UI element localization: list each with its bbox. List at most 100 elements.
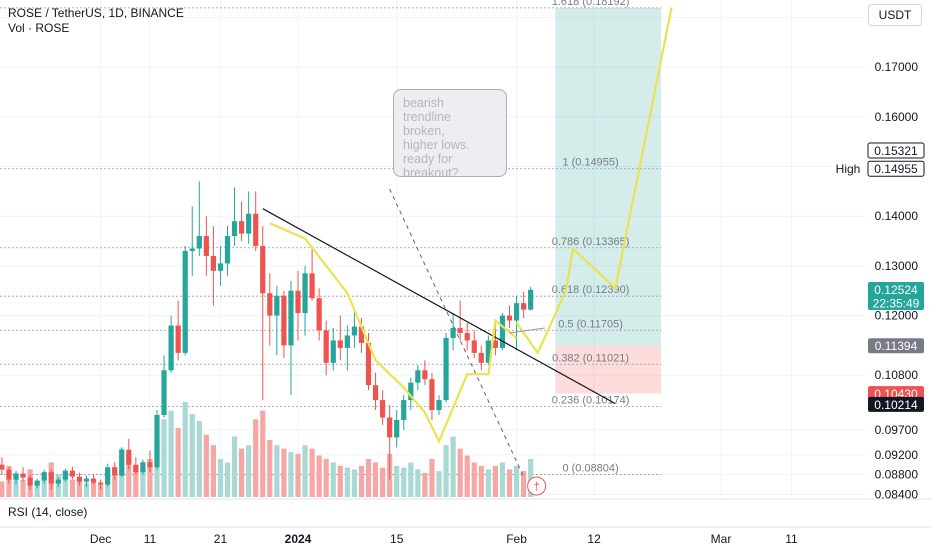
candle-body [20,473,26,478]
candle-body [69,470,75,477]
volume-bar [140,467,146,497]
volume-bar [351,469,357,497]
volume-bar [196,421,202,497]
candle-body [231,221,238,237]
candle-body [239,221,245,234]
volume-bar [168,410,174,497]
fib-level-label: 1.618 (0.18192) [552,0,630,8]
time-axis-tick-label: 11 [785,532,798,546]
candle-body [506,315,513,321]
candle-body [401,400,407,420]
candle-body [450,328,456,338]
volume-bar [316,455,322,497]
price-badge [867,160,925,177]
fib-level-label: 0.5 (0.11705) [558,318,623,330]
candle-body [210,255,216,271]
price-axis-tick-label: 0.14000 [875,209,919,223]
price-axis-tick-label: 0.09700 [875,423,919,437]
volume-bar [288,452,294,497]
volume-bar [34,481,40,497]
volume-bar [506,469,513,497]
symbol-title: ROSE / TetherUS, 1D, BINANCE [8,6,184,20]
candle-body [189,248,195,251]
fib-level-label: 0 (0.08804) [562,462,618,474]
rsi-indicator-label[interactable]: RSI (14, close) [8,505,88,519]
volume-bar [90,479,97,497]
candle-body [365,342,372,386]
candle-body [295,290,301,314]
candle-body [316,298,322,331]
volume-bar [429,459,435,497]
candle-body [105,467,111,485]
stop-zone [555,345,662,394]
volume-bar [415,469,421,497]
candle-body [358,326,365,343]
candle-body [140,462,146,473]
candle-body [274,295,280,316]
time-axis-tick-label: Feb [506,532,527,546]
candle-body [302,273,308,314]
volume-bar [62,476,68,497]
volume-bar [76,481,83,497]
candle-body [48,472,54,484]
candle-body [443,337,449,401]
time-axis-tick-label: 11 [144,532,157,546]
volume-bar [521,471,527,497]
volume-bar [302,445,308,497]
candle-body [224,236,231,264]
candle-body [0,464,5,470]
volume-bar [380,467,386,497]
volume-bar [450,436,456,497]
candle-body [499,315,506,348]
volume-bar [274,445,280,497]
volume-bar [210,445,216,497]
volume-bar [133,465,139,497]
fib-level-label: 0.786 (0.13365) [552,236,630,248]
annotation-callout[interactable]: bearish trendline broken, higher lows. r… [393,89,507,177]
volume-bar [41,478,47,497]
candle-body [323,330,329,363]
fib-level-label: 0.382 (0.11021) [552,352,629,364]
volume-bar [478,465,484,497]
candle-body [387,417,393,438]
candle-body [281,295,287,346]
volume-bar [394,465,400,497]
volume-bar [309,448,315,497]
currency-button[interactable]: USDT [868,4,922,26]
candle-body [154,414,160,468]
price-badge-label: 0.15321 [874,144,918,158]
candle-body [182,250,188,353]
candle-body [521,303,527,310]
candle-body [27,477,33,486]
candle-body [309,273,315,299]
swing-path [269,222,518,444]
volume-bar [189,414,195,497]
time-axis-tick-label: Mar [711,532,732,546]
dashed-line [389,188,525,477]
candle-body [83,478,90,482]
candle-body [41,472,47,481]
volume-bar [485,469,491,497]
candle-body [98,482,104,485]
volume-bar [98,484,104,497]
candle-body [492,340,498,348]
volume-bar [436,471,442,497]
candle-body [330,340,336,363]
volume-bar [358,465,365,497]
price-badge-label: 0.12524 [874,283,918,297]
time-axis-tick-label: 12 [587,532,601,546]
candle-body [13,473,19,480]
volume-bar [330,462,336,497]
volume-bar [217,459,224,497]
volume-bar [492,465,498,497]
candle-body [147,462,153,468]
fib-level-label: 1 (0.14955) [562,157,618,169]
candle-body [351,326,357,336]
price-badge-label: 0.10214 [874,398,918,412]
candle-body [246,213,252,234]
volume-bar [443,445,449,497]
volume-bar [422,472,428,497]
time-axis-tick-label: 2024 [285,532,312,546]
candle-body [175,325,181,353]
